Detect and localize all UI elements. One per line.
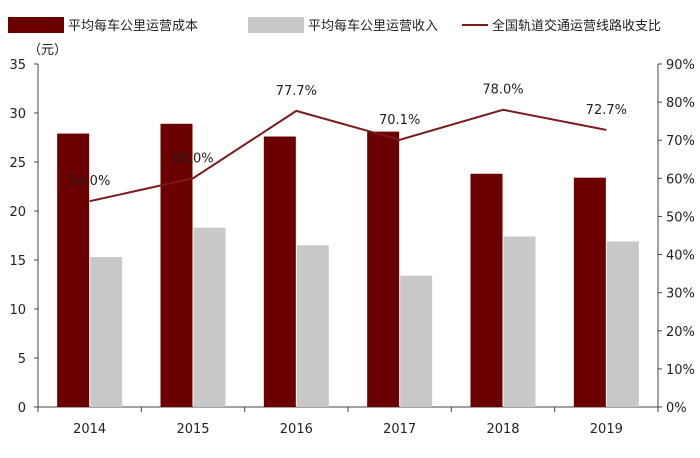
revenue-bar <box>503 236 536 407</box>
right-tick-label: 10% <box>666 363 695 378</box>
legend-label: 平均每车公里运营收入 <box>308 18 438 34</box>
revenue-bar <box>193 227 226 407</box>
left-tick-label: 30 <box>9 107 26 122</box>
left-tick-label: 5 <box>18 352 26 367</box>
cost-bar <box>160 123 193 407</box>
revenue-bar <box>296 245 329 407</box>
left-tick-label: 35 <box>9 58 26 73</box>
x-tick-label: 2015 <box>176 422 209 437</box>
cost-bar <box>367 131 400 407</box>
right-tick-label: 20% <box>666 325 695 340</box>
cost-bar <box>573 177 606 407</box>
left-tick-label: 0 <box>18 401 26 416</box>
legend-swatch <box>8 17 64 33</box>
left-tick-label: 25 <box>9 156 26 171</box>
right-tick-label: 0% <box>666 401 687 416</box>
legend-swatch <box>248 17 304 33</box>
cost-bar <box>57 133 90 407</box>
legend-label: 全国轨道交通运营线路收支比 <box>492 18 661 34</box>
right-tick-label: 90% <box>666 58 695 73</box>
ratio-data-label: 72.7% <box>586 103 627 118</box>
right-tick-label: 80% <box>666 96 695 111</box>
axes: 0 5 10 15 20 25 30 35 0% 10% 20% 30% 40% 50% 60% 70% 80%… <box>9 58 694 437</box>
legend: 平均每车公里运营成本 平均每车公里运营收入 全国轨道交通运营线路收支比 <box>8 17 661 34</box>
ratio-data-label: 78.0% <box>482 83 523 98</box>
x-tick-label: 2014 <box>73 422 106 437</box>
right-tick-label: 50% <box>666 210 695 225</box>
right-tick-label: 60% <box>666 172 695 187</box>
right-tick-label: 40% <box>666 249 695 264</box>
revenue-bar <box>400 275 433 407</box>
cost-bar <box>263 136 296 407</box>
ratio-data-label: 60.0% <box>172 151 213 166</box>
ratio-data-label: 54.0% <box>69 174 110 189</box>
x-tick-label: 2018 <box>486 422 519 437</box>
x-tick-label: 2016 <box>280 422 313 437</box>
x-tick-label: 2017 <box>383 422 416 437</box>
x-tick-label: 2019 <box>590 422 623 437</box>
data-labels: 54.0% 60.0% 77.7% 70.1% 78.0% 72.7% <box>69 83 627 189</box>
ratio-line <box>89 108 607 203</box>
ratio-data-label: 70.1% <box>379 113 420 128</box>
left-tick-label: 20 <box>9 205 26 220</box>
left-tick-label: 15 <box>9 254 26 269</box>
ratio-data-label: 77.7% <box>276 84 317 99</box>
left-axis-unit: （元） <box>28 43 67 58</box>
revenue-bar <box>90 257 123 407</box>
right-tick-label: 70% <box>666 134 695 149</box>
right-tick-label: 30% <box>666 287 695 302</box>
cost-bar <box>470 173 503 407</box>
left-tick-label: 10 <box>9 303 26 318</box>
legend-label: 平均每车公里运营成本 <box>68 18 198 34</box>
revenue-bar <box>606 241 639 407</box>
bars <box>57 123 639 407</box>
ratio-line-path <box>89 108 607 203</box>
